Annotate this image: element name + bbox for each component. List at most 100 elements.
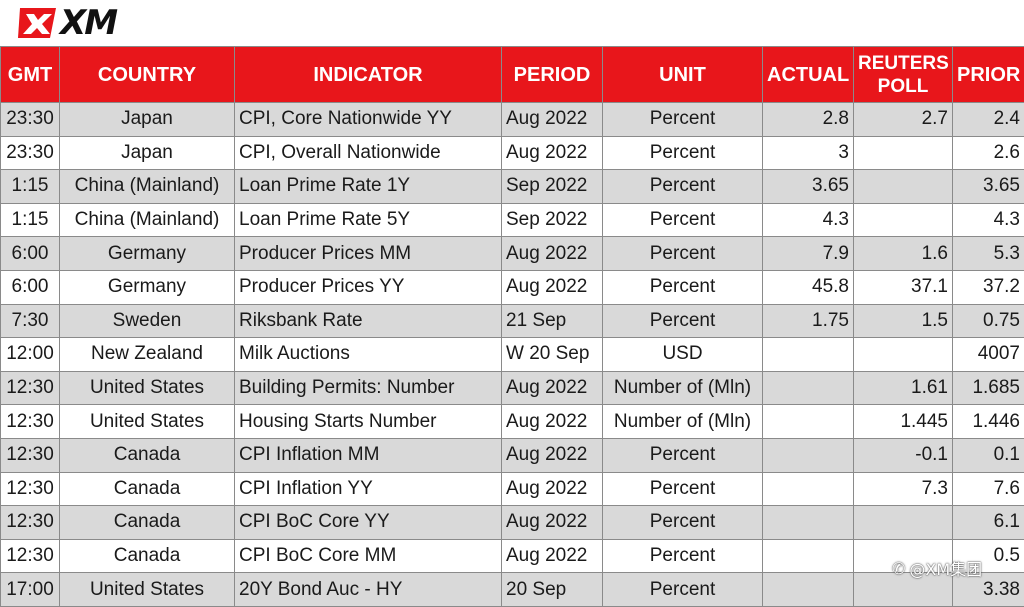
- cell-reuters-poll: 2.7: [854, 103, 953, 137]
- cell-country: Canada: [60, 506, 235, 540]
- economic-calendar-table: GMT COUNTRY INDICATOR PERIOD UNIT ACTUAL…: [0, 46, 1024, 607]
- cell-gmt: 12:00: [1, 338, 60, 372]
- cell-country: New Zealand: [60, 338, 235, 372]
- column-header-indicator: INDICATOR: [235, 47, 502, 103]
- cell-country: China (Mainland): [60, 203, 235, 237]
- cell-actual: [763, 438, 854, 472]
- cell-country: Sweden: [60, 304, 235, 338]
- cell-unit: Percent: [603, 136, 763, 170]
- cell-reuters-poll: [854, 136, 953, 170]
- cell-period: Aug 2022: [502, 237, 603, 271]
- cell-actual: 3.65: [763, 170, 854, 204]
- cell-gmt: 17:00: [1, 573, 60, 607]
- column-header-period: PERIOD: [502, 47, 603, 103]
- cell-prior: 0.75: [953, 304, 1024, 338]
- cell-gmt: 12:30: [1, 506, 60, 540]
- cell-country: Canada: [60, 438, 235, 472]
- column-header-country: COUNTRY: [60, 47, 235, 103]
- cell-country: Japan: [60, 136, 235, 170]
- cell-unit: Number of (Mln): [603, 371, 763, 405]
- cell-period: Aug 2022: [502, 539, 603, 573]
- cell-indicator: CPI Inflation YY: [235, 472, 502, 506]
- cell-period: Aug 2022: [502, 506, 603, 540]
- cell-country: China (Mainland): [60, 170, 235, 204]
- cell-period: Aug 2022: [502, 103, 603, 137]
- cell-indicator: CPI BoC Core YY: [235, 506, 502, 540]
- cell-prior: 2.6: [953, 136, 1024, 170]
- cell-indicator: CPI BoC Core MM: [235, 539, 502, 573]
- cell-period: Sep 2022: [502, 203, 603, 237]
- cell-unit: Percent: [603, 506, 763, 540]
- cell-period: Sep 2022: [502, 170, 603, 204]
- cell-reuters-poll: [854, 506, 953, 540]
- cell-period: Aug 2022: [502, 472, 603, 506]
- cell-country: United States: [60, 573, 235, 607]
- cell-reuters-poll: 37.1: [854, 270, 953, 304]
- cell-period: Aug 2022: [502, 438, 603, 472]
- cell-indicator: Loan Prime Rate 5Y: [235, 203, 502, 237]
- cell-actual: [763, 539, 854, 573]
- cell-period: Aug 2022: [502, 405, 603, 439]
- column-header-gmt: GMT: [1, 47, 60, 103]
- cell-reuters-poll: 1.445: [854, 405, 953, 439]
- cell-prior: 4.3: [953, 203, 1024, 237]
- cell-gmt: 6:00: [1, 237, 60, 271]
- cell-country: United States: [60, 405, 235, 439]
- cell-actual: [763, 371, 854, 405]
- cell-gmt: 12:30: [1, 438, 60, 472]
- cell-actual: 45.8: [763, 270, 854, 304]
- cell-unit: Percent: [603, 237, 763, 271]
- logo-text: XM: [60, 6, 116, 40]
- cell-actual: 3: [763, 136, 854, 170]
- column-header-reuters-poll: REUTERS POLL: [854, 47, 953, 103]
- watermark-text: @XM集团: [909, 556, 982, 580]
- cell-gmt: 23:30: [1, 136, 60, 170]
- cell-actual: 4.3: [763, 203, 854, 237]
- cell-unit: Percent: [603, 203, 763, 237]
- cell-prior: 1.446: [953, 405, 1024, 439]
- cell-indicator: Housing Starts Number: [235, 405, 502, 439]
- cell-gmt: 7:30: [1, 304, 60, 338]
- cell-prior: 1.685: [953, 371, 1024, 405]
- cell-indicator: Loan Prime Rate 1Y: [235, 170, 502, 204]
- cell-actual: 2.8: [763, 103, 854, 137]
- cell-country: Germany: [60, 237, 235, 271]
- cell-gmt: 23:30: [1, 103, 60, 137]
- cell-unit: USD: [603, 338, 763, 372]
- cell-unit: Percent: [603, 170, 763, 204]
- table-header-row: GMT COUNTRY INDICATOR PERIOD UNIT ACTUAL…: [1, 47, 1024, 103]
- cell-indicator: Milk Auctions: [235, 338, 502, 372]
- xm-logo-mark-icon: [16, 6, 64, 40]
- cell-country: Japan: [60, 103, 235, 137]
- cell-indicator: CPI, Overall Nationwide: [235, 136, 502, 170]
- cell-reuters-poll: [854, 170, 953, 204]
- logo-bar: XM: [0, 0, 1024, 46]
- cell-country: Germany: [60, 270, 235, 304]
- cell-unit: Percent: [603, 539, 763, 573]
- cell-prior: 37.2: [953, 270, 1024, 304]
- cell-actual: [763, 338, 854, 372]
- cell-actual: 7.9: [763, 237, 854, 271]
- cell-gmt: 1:15: [1, 170, 60, 204]
- cell-gmt: 12:30: [1, 472, 60, 506]
- cell-period: Aug 2022: [502, 371, 603, 405]
- cell-actual: [763, 405, 854, 439]
- cell-reuters-poll: 1.5: [854, 304, 953, 338]
- cell-gmt: 12:30: [1, 405, 60, 439]
- cell-reuters-poll: [854, 203, 953, 237]
- column-header-unit: UNIT: [603, 47, 763, 103]
- watermark-logo-icon: ✆: [892, 559, 905, 578]
- cell-unit: Percent: [603, 573, 763, 607]
- cell-indicator: CPI, Core Nationwide YY: [235, 103, 502, 137]
- cell-prior: 7.6: [953, 472, 1024, 506]
